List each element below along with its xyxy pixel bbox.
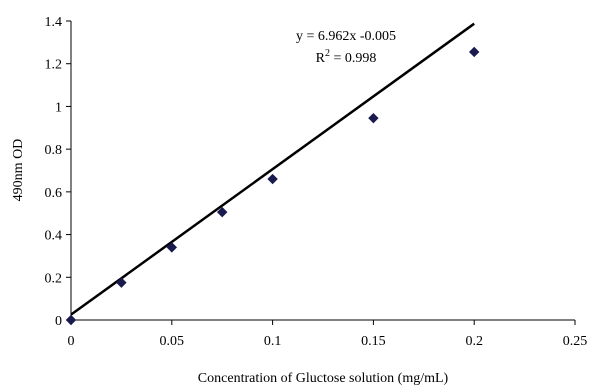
y-tick-label: 0.2 [45, 271, 63, 286]
x-axis-title: Concentration of Gluctose solution (mg/m… [198, 371, 449, 386]
data-point [468, 46, 480, 58]
y-tick-label: 0.8 [45, 143, 63, 158]
x-tick-label: 0 [68, 334, 75, 349]
x-tick-label: 0.1 [264, 334, 282, 349]
data-point [368, 112, 379, 124]
y-tick-label: 1.2 [45, 58, 63, 73]
trendline [70, 22, 475, 316]
data-point [166, 242, 178, 253]
equation-label: y = 6.962x -0.005 [296, 29, 396, 44]
x-tick-label: 0.25 [563, 334, 588, 349]
data-point [65, 314, 77, 326]
y-tick-label: 0.4 [45, 229, 63, 244]
y-tick-label: 0 [55, 314, 62, 329]
data-point [116, 277, 127, 288]
r-squared-prefix: R [316, 51, 326, 66]
x-tick-label: 0.05 [160, 334, 185, 349]
x-tick-label: 0.15 [361, 334, 386, 349]
x-tick-label: 0.2 [465, 334, 483, 349]
y-axis-ticks: 0 0.2 0.4 0.6 0.8 1 1.2 1.4 [45, 15, 71, 329]
y-axis-title: 490nm OD [11, 139, 26, 202]
data-point [267, 173, 278, 185]
r-squared-value: = 0.998 [330, 51, 376, 66]
y-tick-label: 1 [55, 100, 62, 115]
y-tick-label: 1.4 [45, 15, 63, 30]
data-points [65, 46, 480, 326]
r-squared-superscript: 2 [325, 48, 330, 59]
r-squared-label: R2 = 0.998 [316, 48, 377, 66]
y-tick-label: 0.6 [45, 186, 63, 201]
x-axis-ticks: 0 0.05 0.1 0.15 0.2 0.25 [68, 320, 588, 349]
data-point [216, 206, 228, 218]
